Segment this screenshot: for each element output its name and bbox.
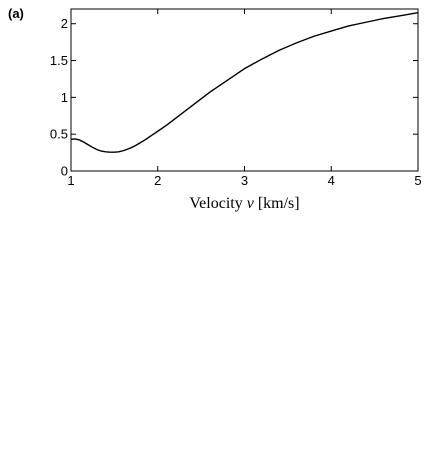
series-line	[70, 11, 419, 153]
x-axis-label-prefix: Velocity	[189, 195, 246, 212]
y-tick-label: 2	[61, 16, 68, 31]
x-tick-label: 3	[241, 173, 248, 188]
y-tick-label: 1	[61, 90, 68, 105]
plot-frame	[70, 8, 419, 172]
panel-label: (a)	[8, 6, 24, 21]
x-tick-label: 4	[328, 173, 335, 188]
x-tick-label: 2	[154, 173, 161, 188]
x-tick-label: 1	[67, 173, 74, 188]
x-axis-label-unit: [km/s]	[254, 195, 300, 212]
y-tick-label: 0	[61, 164, 68, 179]
x-axis-label-variable: v	[247, 195, 255, 212]
x-axis-ticks: 1 2 3 4 5	[67, 9, 422, 188]
y-tick-label: 1.5	[50, 53, 68, 68]
y-axis-ticks: 0 0.5 1 1.5 2	[50, 16, 418, 179]
x-axis-label: Velocity v [km/s]	[189, 195, 299, 212]
y-tick-label: 0.5	[50, 127, 68, 142]
x-tick-label: 5	[414, 173, 421, 188]
